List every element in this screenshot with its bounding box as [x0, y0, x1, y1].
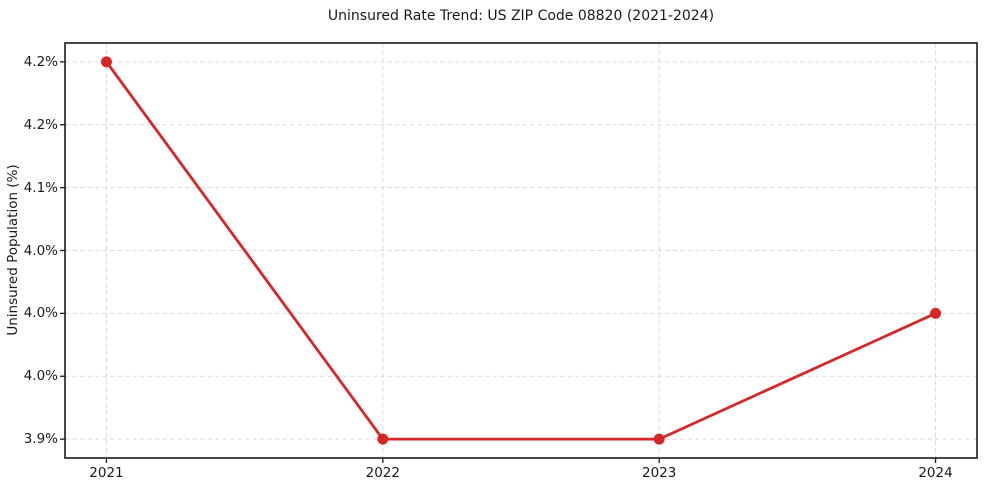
data-point-marker — [100, 56, 112, 68]
data-line — [105, 60, 937, 441]
x-tick-label: 2021 — [89, 465, 124, 481]
data-point-marker — [653, 433, 665, 445]
x-tick-label: 2022 — [365, 465, 400, 481]
x-tick-label: 2023 — [641, 465, 677, 481]
line-chart-svg — [60, 42, 978, 463]
plot-area — [60, 42, 978, 463]
x-tick-label: 2024 — [918, 465, 953, 481]
y-tick-label: 4.0% — [23, 368, 58, 385]
y-tick-label: 3.9% — [23, 431, 58, 448]
axes-frame — [64, 42, 978, 459]
data-point-marker — [377, 433, 389, 445]
y-axis-label: Uninsured Population (%) — [5, 164, 21, 336]
y-tick-label: 4.2% — [23, 53, 58, 70]
chart-title: Uninsured Rate Trend: US ZIP Code 08820 … — [327, 8, 715, 24]
data-point-marker — [930, 307, 942, 319]
y-tick-label: 4.2% — [23, 116, 58, 133]
